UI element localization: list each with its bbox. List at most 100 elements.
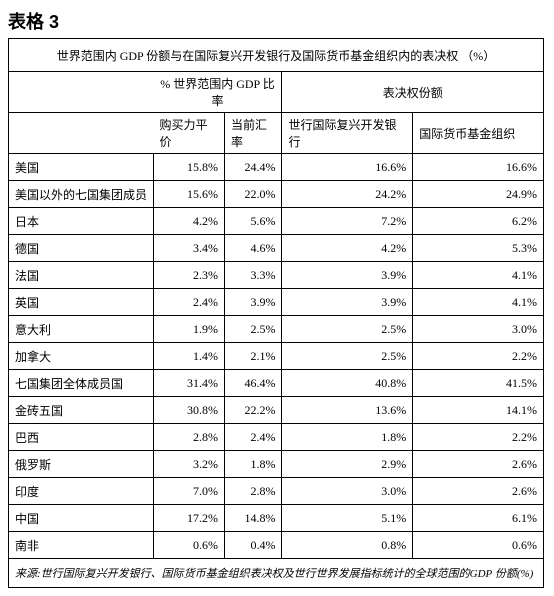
cell-ppp: 1.9% — [154, 316, 225, 343]
cell-imf: 4.1% — [413, 289, 544, 316]
table-row: 日本4.2%5.6%7.2%6.2% — [9, 208, 544, 235]
cell-ibrd: 0.8% — [282, 532, 413, 559]
col-header-fx: 当前汇率 — [225, 113, 282, 154]
cell-imf: 3.0% — [413, 316, 544, 343]
row-label: 印度 — [9, 478, 154, 505]
row-label: 俄罗斯 — [9, 451, 154, 478]
table-row: 巴西2.8%2.4%1.8%2.2% — [9, 424, 544, 451]
data-table: 世界范围内 GDP 份额与在国际复兴开发银行及国际货币基金组织内的表决权 （%）… — [8, 38, 544, 588]
cell-ibrd: 13.6% — [282, 397, 413, 424]
cell-imf: 5.3% — [413, 235, 544, 262]
row-label: 加拿大 — [9, 343, 154, 370]
cell-fx: 2.8% — [225, 478, 282, 505]
table-row: 英国2.4%3.9%3.9%4.1% — [9, 289, 544, 316]
cell-ppp: 2.3% — [154, 262, 225, 289]
cell-imf: 41.5% — [413, 370, 544, 397]
cell-ibrd: 4.2% — [282, 235, 413, 262]
table-row: 七国集团全体成员国31.4%46.4%40.8%41.5% — [9, 370, 544, 397]
table-row: 意大利1.9%2.5%2.5%3.0% — [9, 316, 544, 343]
cell-fx: 2.1% — [225, 343, 282, 370]
cell-imf: 2.2% — [413, 424, 544, 451]
table-row: 俄罗斯3.2%1.8%2.9%2.6% — [9, 451, 544, 478]
col-header-ppp: 购买力平价 — [154, 113, 225, 154]
cell-ppp: 2.8% — [154, 424, 225, 451]
cell-ibrd: 1.8% — [282, 424, 413, 451]
table-row: 金砖五国30.8%22.2%13.6%14.1% — [9, 397, 544, 424]
cell-ibrd: 2.9% — [282, 451, 413, 478]
table-title: 表格 3 — [8, 8, 546, 34]
cell-imf: 0.6% — [413, 532, 544, 559]
cell-ppp: 7.0% — [154, 478, 225, 505]
row-label: 金砖五国 — [9, 397, 154, 424]
cell-ppp: 15.8% — [154, 154, 225, 181]
cell-ibrd: 40.8% — [282, 370, 413, 397]
cell-imf: 6.2% — [413, 208, 544, 235]
cell-imf: 2.6% — [413, 451, 544, 478]
table-row: 美国15.8%24.4%16.6%16.6% — [9, 154, 544, 181]
cell-imf: 6.1% — [413, 505, 544, 532]
cell-ppp: 30.8% — [154, 397, 225, 424]
cell-ibrd: 16.6% — [282, 154, 413, 181]
cell-imf: 14.1% — [413, 397, 544, 424]
table-row: 加拿大1.4%2.1%2.5%2.2% — [9, 343, 544, 370]
row-label: 法国 — [9, 262, 154, 289]
row-label: 英国 — [9, 289, 154, 316]
cell-ibrd: 7.2% — [282, 208, 413, 235]
table-caption: 世界范围内 GDP 份额与在国际复兴开发银行及国际货币基金组织内的表决权 （%） — [9, 39, 544, 72]
cell-fx: 24.4% — [225, 154, 282, 181]
table-row: 印度7.0%2.8%3.0%2.6% — [9, 478, 544, 505]
cell-ppp: 31.4% — [154, 370, 225, 397]
cell-ppp: 17.2% — [154, 505, 225, 532]
cell-imf: 24.9% — [413, 181, 544, 208]
table-row: 法国2.3%3.3%3.9%4.1% — [9, 262, 544, 289]
row-label: 美国以外的七国集团成员 — [9, 181, 154, 208]
row-label: 德国 — [9, 235, 154, 262]
cell-ibrd: 24.2% — [282, 181, 413, 208]
table-source: 来源:世行国际复兴开发银行、国际货币基金组织表决权及世行世界发展指标统计的全球范… — [9, 559, 544, 588]
cell-fx: 46.4% — [225, 370, 282, 397]
cell-fx: 2.4% — [225, 424, 282, 451]
cell-fx: 5.6% — [225, 208, 282, 235]
cell-imf: 2.2% — [413, 343, 544, 370]
cell-fx: 14.8% — [225, 505, 282, 532]
row-label: 七国集团全体成员国 — [9, 370, 154, 397]
cell-fx: 1.8% — [225, 451, 282, 478]
cell-ppp: 0.6% — [154, 532, 225, 559]
cell-fx: 22.2% — [225, 397, 282, 424]
cell-ibrd: 5.1% — [282, 505, 413, 532]
cell-ibrd: 2.5% — [282, 343, 413, 370]
group-header-gdp: % 世界范围内 GDP 比率 — [154, 72, 282, 113]
group-header-vote: 表决权份额 — [282, 72, 544, 113]
cell-ppp: 15.6% — [154, 181, 225, 208]
col-header-imf: 国际货币基金组织 — [413, 113, 544, 154]
col-header-ibrd: 世行国际复兴开发银行 — [282, 113, 413, 154]
cell-fx: 3.9% — [225, 289, 282, 316]
table-row: 南非0.6%0.4%0.8%0.6% — [9, 532, 544, 559]
row-label: 中国 — [9, 505, 154, 532]
cell-ibrd: 2.5% — [282, 316, 413, 343]
cell-ppp: 3.2% — [154, 451, 225, 478]
cell-imf: 16.6% — [413, 154, 544, 181]
cell-ppp: 2.4% — [154, 289, 225, 316]
cell-ppp: 1.4% — [154, 343, 225, 370]
table-row: 美国以外的七国集团成员15.6%22.0%24.2%24.9% — [9, 181, 544, 208]
cell-ibrd: 3.9% — [282, 262, 413, 289]
cell-imf: 2.6% — [413, 478, 544, 505]
row-label: 美国 — [9, 154, 154, 181]
row-label: 意大利 — [9, 316, 154, 343]
row-label: 南非 — [9, 532, 154, 559]
cell-ibrd: 3.9% — [282, 289, 413, 316]
cell-ppp: 3.4% — [154, 235, 225, 262]
table-row: 德国3.4%4.6%4.2%5.3% — [9, 235, 544, 262]
table-row: 中国17.2%14.8%5.1%6.1% — [9, 505, 544, 532]
cell-imf: 4.1% — [413, 262, 544, 289]
row-label: 日本 — [9, 208, 154, 235]
cell-ibrd: 3.0% — [282, 478, 413, 505]
cell-fx: 0.4% — [225, 532, 282, 559]
cell-fx: 2.5% — [225, 316, 282, 343]
row-label: 巴西 — [9, 424, 154, 451]
cell-ppp: 4.2% — [154, 208, 225, 235]
blank-cell — [9, 113, 154, 154]
blank-cell — [9, 72, 154, 113]
cell-fx: 3.3% — [225, 262, 282, 289]
